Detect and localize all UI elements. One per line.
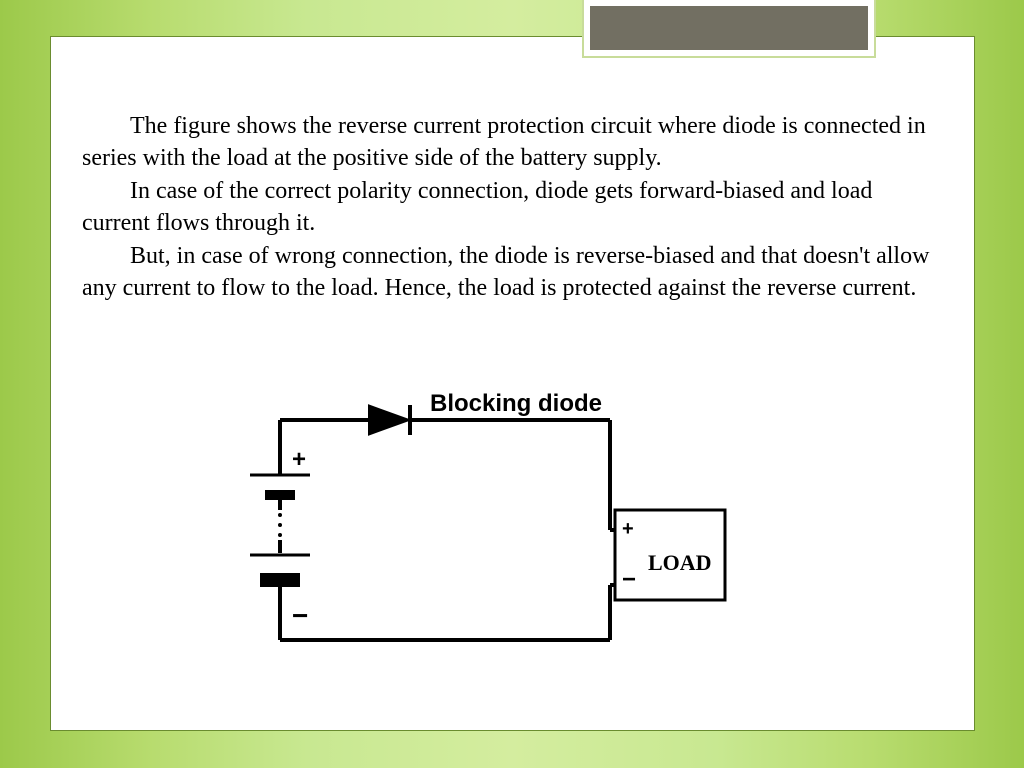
body-text: The figure shows the reverse current pro… [82, 110, 942, 304]
paragraph-1: The figure shows the reverse current pro… [82, 110, 942, 175]
load-plus: + [622, 518, 634, 541]
circuit-diagram: Blocking diode LOAD + − + − [230, 390, 730, 680]
load-minus: − [622, 566, 636, 594]
battery-minus: − [292, 600, 308, 632]
label-load: LOAD [648, 550, 712, 576]
slide-header-decoration [584, 0, 874, 56]
paragraph-3: But, in case of wrong connection, the di… [82, 240, 942, 305]
label-blocking-diode: Blocking diode [430, 390, 602, 418]
circuit-svg [230, 390, 730, 680]
paragraph-2: In case of the correct polarity connecti… [82, 175, 942, 240]
battery-plus: + [292, 446, 306, 474]
